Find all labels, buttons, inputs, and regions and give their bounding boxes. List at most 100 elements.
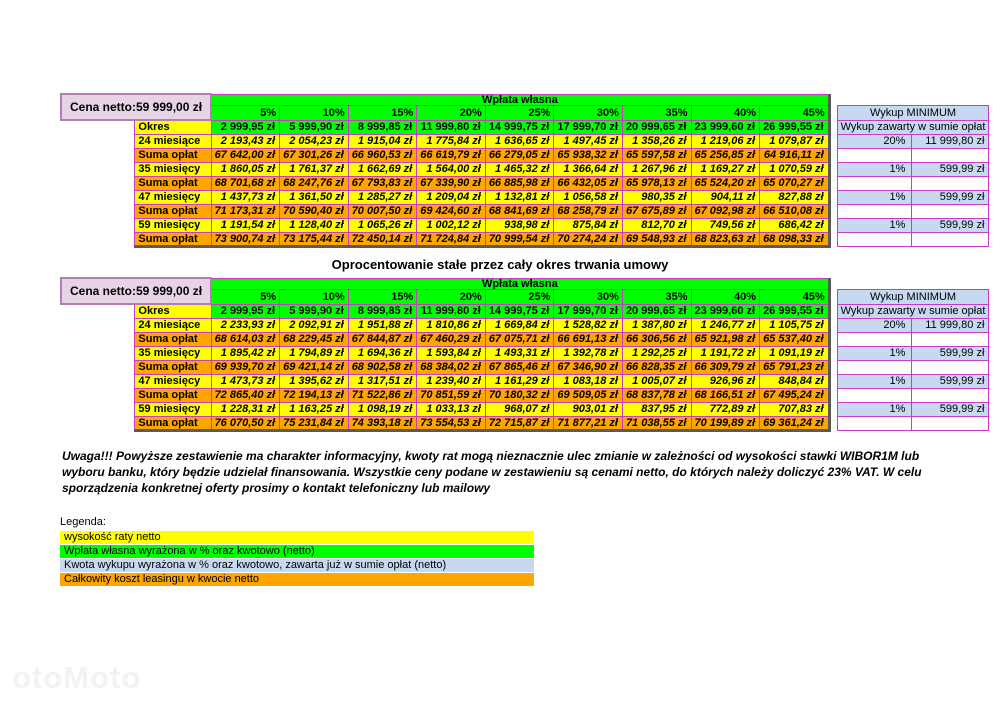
spacer	[61, 374, 135, 388]
rata-value-cell: 1 317,51 zł	[347, 373, 418, 389]
okres-value-cell: 14 999,75 zł	[484, 303, 555, 319]
percent-header-cell: 35%	[621, 288, 692, 305]
suma-value-cell: 73 554,53 zł	[416, 415, 486, 432]
okres-value-cell: 11 999,80 zł	[416, 119, 486, 135]
rata-value-cell: 1 860,05 zł	[210, 161, 281, 177]
spacer	[829, 388, 838, 402]
okres-value-cell: 23 999,60 zł	[690, 303, 761, 319]
spacer	[61, 148, 135, 162]
wykup-subheader: Wykup zawarty w sumie opłat	[836, 119, 990, 135]
wykup-empty-cell	[836, 415, 913, 431]
suma-value-cell: 66 619,79 zł	[416, 147, 486, 163]
okres-label-cell: Okres	[134, 119, 212, 135]
rata-value-cell: 1 392,78 zł	[553, 345, 623, 361]
cena-netto-box: Cena netto: 59 999,00 zł	[59, 277, 213, 305]
spacer	[829, 332, 838, 346]
wykup-amount-cell: 599,99 zł	[911, 217, 990, 233]
rata-value-cell: 1 493,31 zł	[484, 345, 555, 361]
rata-value-cell: 938,98 zł	[484, 217, 555, 233]
suma-value-cell: 67 793,83 zł	[347, 175, 418, 191]
suma-value-cell: 67 075,71 zł	[484, 331, 555, 347]
rata-value-cell: 1 163,25 zł	[279, 401, 349, 417]
suma-value-cell: 72 715,87 zł	[484, 415, 555, 432]
spacer	[829, 318, 838, 332]
suma-value-cell: 65 978,13 zł	[621, 175, 692, 191]
wykup-empty-cell	[911, 147, 990, 163]
rata-value-cell: 1 473,73 zł	[210, 373, 281, 389]
spacer	[829, 105, 838, 120]
rata-value-cell: 2 233,93 zł	[210, 317, 281, 333]
rata-value-cell: 1 366,64 zł	[553, 161, 623, 177]
wykup-empty-cell	[911, 387, 990, 403]
rata-value-cell: 837,95 zł	[621, 401, 692, 417]
suma-value-cell: 66 691,13 zł	[553, 331, 623, 347]
percent-header-cell: 40%	[690, 104, 761, 121]
wykup-amount-cell: 599,99 zł	[911, 345, 990, 361]
suma-value-cell: 66 885,98 zł	[484, 175, 555, 191]
okres-value-cell: 20 999,65 zł	[621, 303, 692, 319]
suma-value-cell: 72 194,13 zł	[279, 387, 349, 403]
okres-value-cell: 17 999,70 zł	[553, 119, 623, 135]
spacer	[829, 176, 838, 190]
okres-value-cell: 20 999,65 zł	[621, 119, 692, 135]
rata-value-cell: 2 092,91 zł	[279, 317, 349, 333]
spacer	[61, 304, 135, 318]
wykup-percent-cell: 1%	[836, 217, 913, 233]
row-label-cell: 24 miesiące	[134, 317, 212, 333]
legend-item: Kwota wykupu wyrażona w % oraz kwotowo, …	[60, 559, 534, 572]
rata-value-cell: 1 794,89 zł	[279, 345, 349, 361]
wykup-subheader: Wykup zawarty w sumie opłat	[836, 303, 990, 319]
rata-value-cell: 980,35 zł	[621, 189, 692, 205]
rata-value-cell: 1 161,29 zł	[484, 373, 555, 389]
suma-value-cell: 66 432,05 zł	[553, 175, 623, 191]
rata-value-cell: 1 358,26 zł	[621, 133, 692, 149]
spacer	[829, 346, 838, 360]
rata-value-cell: 968,07 zł	[484, 401, 555, 417]
spacer	[61, 360, 135, 374]
spacer	[829, 402, 838, 416]
okres-value-cell: 26 999,55 zł	[759, 119, 831, 135]
row-label-cell: Suma opłat	[134, 231, 212, 248]
suma-value-cell: 69 424,60 zł	[416, 203, 486, 219]
suma-value-cell: 64 916,11 zł	[759, 147, 831, 163]
spacer	[829, 120, 838, 134]
spacer	[61, 346, 135, 360]
spacer	[829, 278, 989, 289]
legend-title: Legenda:	[60, 516, 106, 528]
spacer	[829, 416, 838, 430]
suma-value-cell: 69 939,70 zł	[210, 359, 281, 375]
suma-value-cell: 71 724,84 zł	[416, 231, 486, 248]
suma-value-cell: 70 180,32 zł	[484, 387, 555, 403]
suma-value-cell: 68 229,45 zł	[279, 331, 349, 347]
suma-value-cell: 68 841,69 zł	[484, 203, 555, 219]
percent-header-cell: 10%	[279, 288, 349, 305]
row-label-cell: 47 miesięcy	[134, 189, 212, 205]
legend-items: wysokość raty netto Wpłata własna wyrażon…	[60, 531, 534, 586]
okres-label-cell: Okres	[134, 303, 212, 319]
rata-value-cell: 1 662,69 zł	[347, 161, 418, 177]
wykup-empty-cell	[836, 387, 913, 403]
suma-value-cell: 68 247,76 zł	[279, 175, 349, 191]
rata-value-cell: 1 810,86 zł	[416, 317, 486, 333]
suma-value-cell: 66 510,08 zł	[759, 203, 831, 219]
rata-value-cell: 1 285,27 zł	[347, 189, 418, 205]
percent-header-cell: 30%	[553, 104, 623, 121]
cena-netto-box: Cena netto: 59 999,00 zł	[59, 93, 213, 121]
suma-value-cell: 69 361,24 zł	[759, 415, 831, 432]
suma-value-cell: 68 166,51 zł	[690, 387, 761, 403]
suma-value-cell: 76 070,50 zł	[210, 415, 281, 432]
rata-value-cell: 2 054,23 zł	[279, 133, 349, 149]
okres-value-cell: 2 999,95 zł	[210, 119, 281, 135]
suma-value-cell: 67 301,26 zł	[279, 147, 349, 163]
spacer	[829, 374, 838, 388]
suma-value-cell: 66 279,05 zł	[484, 147, 555, 163]
spacer	[829, 162, 838, 176]
suma-value-cell: 71 522,86 zł	[347, 387, 418, 403]
spacer	[829, 148, 838, 162]
row-label-cell: Suma opłat	[134, 147, 212, 163]
legend-item: Wpłata własna wyrażona w % oraz kwotowo …	[60, 545, 534, 558]
suma-value-cell: 73 900,74 zł	[210, 231, 281, 248]
wykup-minimum-header: Wykup MINIMUM	[836, 288, 990, 305]
suma-value-cell: 68 384,02 zł	[416, 359, 486, 375]
wykup-empty-cell	[836, 147, 913, 163]
